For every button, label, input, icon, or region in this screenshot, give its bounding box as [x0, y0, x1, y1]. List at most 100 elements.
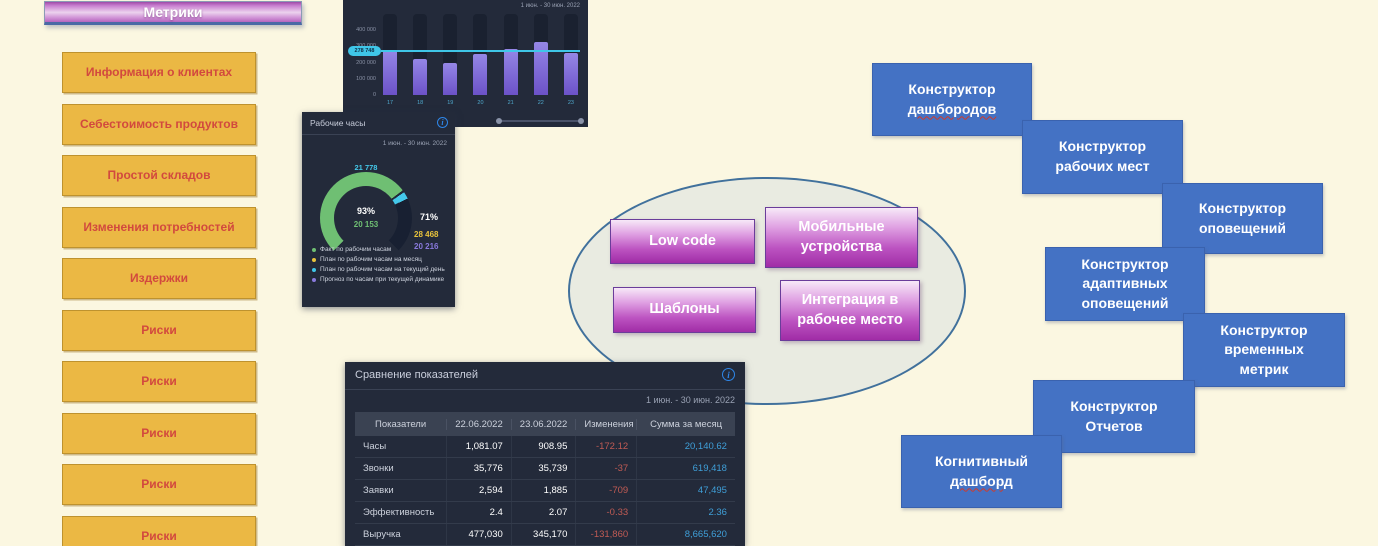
metric-button[interactable]: Простой складов [62, 155, 256, 196]
box-adaptive-alerts-constructor[interactable]: Конструктор адаптивных оповещений [1045, 247, 1205, 321]
y-tick-label: 0 [372, 92, 376, 98]
comparison-table-panel: Сравнение показателей i 1 июн. - 30 июн.… [345, 362, 745, 546]
box-label-line: Конструктор [1220, 321, 1308, 338]
panel-divider [345, 389, 745, 390]
metric-button[interactable]: Изменения потребностей [62, 206, 256, 248]
table-cell: 908.95 [510, 436, 576, 457]
box-workplace-constructor[interactable]: Конструктор рабочих мест [1022, 120, 1183, 194]
legend-item: План по рабочим часам на месяц [312, 255, 451, 265]
working-hours-panel: Рабочие часы i 1 июн. - 30 июн. 2022 21 … [302, 112, 455, 307]
x-tick-label: 22 [537, 100, 544, 106]
table-cell: -37 [575, 458, 636, 479]
bar [443, 62, 458, 95]
plan-day-value: 21 778 [354, 163, 378, 172]
bar [503, 48, 518, 95]
metric-button[interactable]: Издержки [62, 258, 256, 299]
working-hours-date-range: 1 июн. - 30 июн. 2022 [382, 140, 447, 147]
metric-button-label: Риски [141, 477, 177, 492]
table-cell: 47,495 [636, 480, 735, 501]
x-tick-label: 23 [567, 100, 574, 106]
table-cell: 35,776 [446, 458, 511, 479]
table-cell: 2.4 [446, 502, 511, 523]
panel-divider [302, 134, 455, 135]
metric-button[interactable]: Информация о клиентах [62, 52, 256, 93]
metric-button-label: Простой складов [107, 168, 211, 183]
table-cell: 345,170 [510, 524, 576, 545]
table-cell: -709 [575, 480, 636, 501]
feature-templates[interactable]: Шаблоны [613, 287, 756, 333]
metric-button-label: Изменения потребностей [83, 219, 235, 234]
x-tick-label: 20 [477, 100, 484, 106]
table-cell: Выручка [363, 529, 401, 540]
box-dashboard-constructor[interactable]: Конструктор дашбородов [872, 63, 1032, 136]
metric-button[interactable]: Риски [62, 412, 256, 454]
feature-label: Мобильные устройства [798, 218, 885, 255]
bar-plot: 17 18 19 20 21 22 23 [383, 14, 578, 106]
comparison-table: Показатели 22.06.2022 23.06.2022 Изменения С… [355, 412, 735, 546]
feature-workplace-integration[interactable]: Интеграция в рабочее место [780, 280, 920, 341]
legend-item: Факт по рабочим часам [312, 245, 451, 255]
box-label-line: дашбородов [907, 100, 997, 117]
legend-dot [312, 268, 316, 273]
table-row: Выручка 477,030 345,170 -131,860 8,665,620 [355, 524, 735, 546]
working-hours-title: Рабочие часы [310, 118, 366, 128]
x-tick-label: 17 [386, 100, 394, 106]
hours-gauge [320, 172, 412, 264]
bar-chart-date-range: 1 июн. - 30 июн. 2022 [520, 3, 580, 9]
box-label-line: Отчетов [1085, 417, 1143, 434]
fact-value: 20 153 [353, 220, 379, 229]
metric-button-label: Информация о клиентах [85, 65, 233, 80]
bar-chart-panel: 1 июн. - 30 июн. 2022 400 000300 000200 … [343, 0, 588, 127]
table-header-row: Показатели 22.06.2022 23.06.2022 Изменения С… [355, 412, 735, 436]
bar [473, 53, 488, 95]
legend-item: План по рабочим часам на текущий день [312, 265, 451, 275]
bar [413, 58, 428, 95]
info-icon[interactable]: i [437, 117, 448, 128]
table-cell: 23.06.2022 [510, 418, 576, 430]
y-tick-label: 400 000 [356, 27, 376, 34]
box-label-line: оповещений [1081, 294, 1169, 311]
y-tick-label: 200 000 [356, 59, 376, 66]
box-label-line: Конструктор [1081, 255, 1169, 272]
gauge-right-percent: 71% [420, 212, 439, 222]
metric-button[interactable]: Риски [62, 309, 256, 351]
metric-button[interactable]: Риски [62, 515, 256, 546]
info-icon[interactable]: i [722, 368, 735, 381]
table-cell: -172.12 [575, 436, 636, 457]
feature-mobile-devices[interactable]: Мобильные устройства [765, 207, 918, 268]
bar [383, 49, 397, 95]
x-tick-label: 21 [507, 100, 514, 106]
legend-label: План по рабочим часам на месяц [320, 256, 422, 264]
bar [533, 41, 548, 95]
metric-button-label: Издержки [130, 271, 188, 286]
y-tick-label: 100 000 [356, 75, 376, 82]
legend-label: Прогноз по часам при текущей динамике [320, 276, 445, 284]
metric-button[interactable]: Риски [62, 464, 256, 505]
table-cell: 22.06.2022 [446, 418, 511, 430]
metric-button[interactable]: Риски [62, 361, 256, 402]
metric-button-label: Себестоимость продуктов [80, 116, 238, 131]
table-cell: 477,030 [446, 524, 511, 545]
box-time-metrics-constructor[interactable]: Конструктор временных метрик [1183, 313, 1345, 387]
bar [563, 52, 578, 95]
box-label-line: рабочих мест [1055, 158, 1150, 174]
table-cell: 619,418 [636, 458, 735, 479]
table-cell: Часы [363, 441, 387, 452]
metrics-header-label: Метрики [143, 4, 203, 20]
box-cognitive-dashboard[interactable]: Когнитивный дашборд [901, 435, 1062, 508]
box-label-line: Конструктор [908, 80, 996, 97]
x-tick-label: 18 [417, 100, 424, 106]
table-cell: Сумма за месяц [636, 418, 735, 430]
metric-button[interactable]: Себестоимость продуктов [62, 103, 256, 145]
bar-column: 22 [533, 14, 548, 106]
table-cell: 1,885 [510, 480, 576, 501]
legend-dot [312, 258, 316, 263]
table-cell: 35,739 [510, 458, 576, 479]
chart-scrollbar[interactable] [496, 118, 584, 124]
legend-dot [312, 248, 316, 252]
box-alerts-constructor[interactable]: Конструктор оповещений [1162, 183, 1323, 254]
bar-column: 18 [413, 14, 428, 106]
metric-button-label: Риски [141, 322, 177, 337]
feature-low-code[interactable]: Low code [610, 219, 755, 264]
